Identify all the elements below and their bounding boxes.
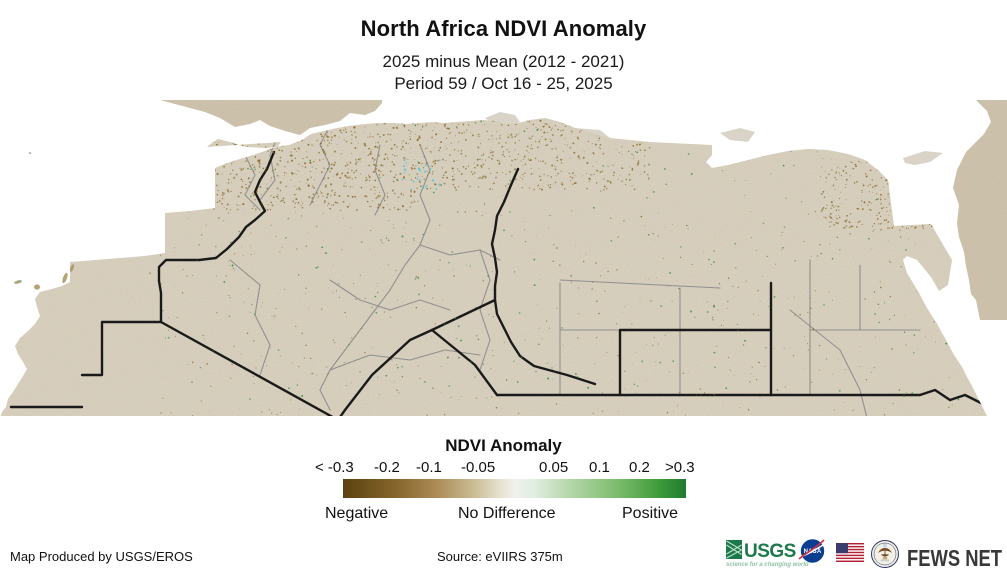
svg-text:science for a changing world: science for a changing world bbox=[726, 562, 809, 568]
svg-text:FEWS NET: FEWS NET bbox=[907, 546, 1002, 571]
svg-text:USGS: USGS bbox=[744, 541, 796, 562]
